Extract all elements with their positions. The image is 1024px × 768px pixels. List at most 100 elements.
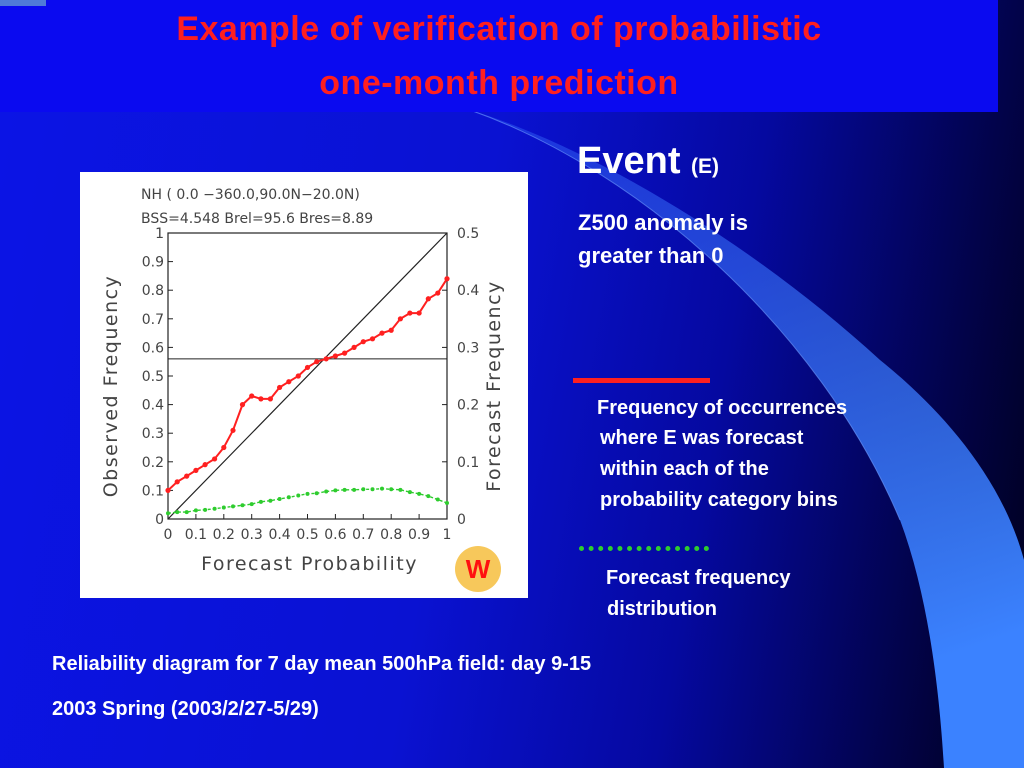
y-right-tick-label: 0: [457, 512, 466, 528]
y-left-tick-label: 0.6: [142, 340, 164, 356]
x-tick-label: 0.2: [213, 527, 235, 543]
observed-frequency-point: [342, 350, 348, 356]
observed-frequency-line: [167, 278, 448, 492]
x-tick-label: 0.7: [352, 527, 374, 543]
observed-frequency-point: [314, 359, 320, 365]
forecast-frequency-point: [258, 499, 263, 504]
y-left-tick-label: 0: [155, 512, 164, 528]
forecast-frequency-point: [417, 491, 422, 496]
forecast-frequency-point: [193, 508, 198, 513]
event-description-line-2: greater than 0: [578, 243, 724, 268]
forecast-frequency-point: [426, 494, 431, 499]
y-left-tick-label: 0.9: [142, 255, 164, 271]
y-left-tick-label: 0.4: [142, 398, 164, 414]
observed-frequency-point: [397, 316, 404, 322]
forecast-frequency-point: [398, 487, 403, 492]
legend-red-text-4: probability category bins: [600, 489, 838, 511]
forecast-frequency-point: [240, 503, 245, 508]
x-tick-label: 0.8: [380, 527, 402, 543]
x-tick-label: 0.1: [185, 527, 207, 543]
x-tick-label: 0.3: [241, 527, 263, 543]
x-tick-label: 0.6: [324, 527, 346, 543]
legend-red-text-3: within each of the: [600, 458, 769, 480]
legend-green-text-1: Forecast frequency: [606, 567, 791, 589]
y-right-tick-label: 0.5: [457, 226, 479, 242]
forecast-frequency-point: [277, 496, 282, 501]
forecast-frequency-point: [352, 487, 357, 492]
legend-red-text-2: where E was forecast: [600, 427, 804, 449]
observed-frequency-point: [416, 310, 422, 316]
x-tick-label: 0.9: [408, 527, 430, 543]
observed-frequency-point: [202, 462, 208, 468]
y-left-tick-label: 0.7: [142, 312, 164, 328]
observed-frequency-point: [267, 396, 273, 402]
chart-header-line-2: BSS=4.548 Brel=95.6 Bres=8.89: [141, 211, 373, 227]
chart-header-line-1: NH ( 0.0 −360.0,90.0N−20.0N): [141, 187, 360, 203]
observed-frequency-point: [369, 336, 376, 342]
perfect-reliability-diagonal: [167, 232, 448, 520]
observed-frequency-point: [360, 339, 366, 345]
title-band: [0, 0, 998, 112]
forecast-frequency-point: [175, 510, 180, 515]
y-left-tick-label: 0.5: [142, 369, 164, 385]
forecast-frequency-point: [249, 502, 254, 507]
y-right-tick-label: 0.1: [457, 455, 479, 471]
observed-frequency-point: [230, 427, 236, 433]
x-tick-label: 0.4: [268, 527, 290, 543]
forecast-frequency-point: [324, 489, 329, 494]
observed-frequency-point: [323, 356, 329, 362]
forecast-frequency-point: [361, 487, 366, 492]
observed-frequency-point: [239, 402, 246, 408]
forecast-frequency-point: [296, 493, 301, 498]
corner-accent: [0, 0, 46, 6]
y-left-tick-label: 0.3: [142, 426, 164, 442]
y-right-axis-title: Forecast Frequency: [483, 280, 505, 492]
event-heading: Event: [577, 140, 681, 182]
forecast-frequency-point: [305, 491, 310, 496]
forecast-frequency-point: [184, 510, 189, 515]
observed-frequency-point: [174, 479, 180, 485]
legend-green-dotted-sample: [579, 546, 709, 551]
observed-frequency-point: [165, 487, 171, 493]
legend-red-text-1: Frequency of occurrences: [597, 397, 848, 419]
forecast-frequency-point: [286, 495, 291, 500]
observed-frequency-point: [444, 276, 450, 282]
forecast-frequency-point: [389, 487, 394, 492]
legend-green-text-2: distribution: [607, 598, 717, 620]
forecast-frequency-point: [445, 500, 449, 505]
observed-frequency-point: [379, 330, 385, 336]
x-tick-label: 0.5: [296, 527, 318, 543]
y-right-tick-label: 0.3: [457, 340, 479, 356]
observed-frequency-point: [286, 379, 292, 385]
observed-frequency-point: [435, 290, 441, 296]
caption-line-2: 2003 Spring (2003/2/27-5/29): [52, 698, 319, 720]
forecast-frequency-point: [370, 487, 375, 492]
observed-frequency-point: [193, 467, 199, 473]
observed-frequency-point: [295, 373, 301, 379]
forecast-frequency-point: [203, 507, 208, 512]
forecast-frequency-point: [435, 497, 440, 502]
forecast-frequency-point: [212, 506, 217, 511]
observed-frequency-point: [211, 456, 218, 462]
reliability-diagram: NH ( 0.0 −360.0,90.0N−20.0N) BSS=4.548 Br…: [80, 172, 528, 598]
y-left-tick-label: 0.2: [142, 455, 164, 471]
forecast-frequency-point: [407, 490, 412, 495]
observed-frequency-point: [258, 396, 264, 402]
y-left-tick-label: 0.8: [142, 283, 164, 299]
forecast-frequency-point: [268, 498, 273, 503]
observed-frequency-point: [407, 310, 413, 316]
forecast-frequency-point: [379, 486, 384, 491]
legend-red-line-sample: [573, 378, 710, 383]
y-left-tick-label: 0.1: [142, 483, 164, 499]
forecast-frequency-point: [221, 505, 226, 510]
caption-line-1: Reliability diagram for 7 day mean 500hP…: [52, 653, 592, 675]
slide-title-line-2: one-month prediction: [319, 64, 679, 102]
observed-frequency-point: [304, 364, 311, 371]
chart-svg: NH ( 0.0 −360.0,90.0N−20.0N) BSS=4.548 Br…: [100, 187, 505, 575]
x-axis-title: Forecast Probability: [201, 553, 418, 575]
slide-title-line-1: Example of verification of probabilistic: [176, 10, 822, 48]
forecast-frequency-point: [166, 511, 170, 516]
observed-frequency-point: [184, 473, 190, 479]
y-right-tick-label: 0.2: [457, 398, 479, 414]
